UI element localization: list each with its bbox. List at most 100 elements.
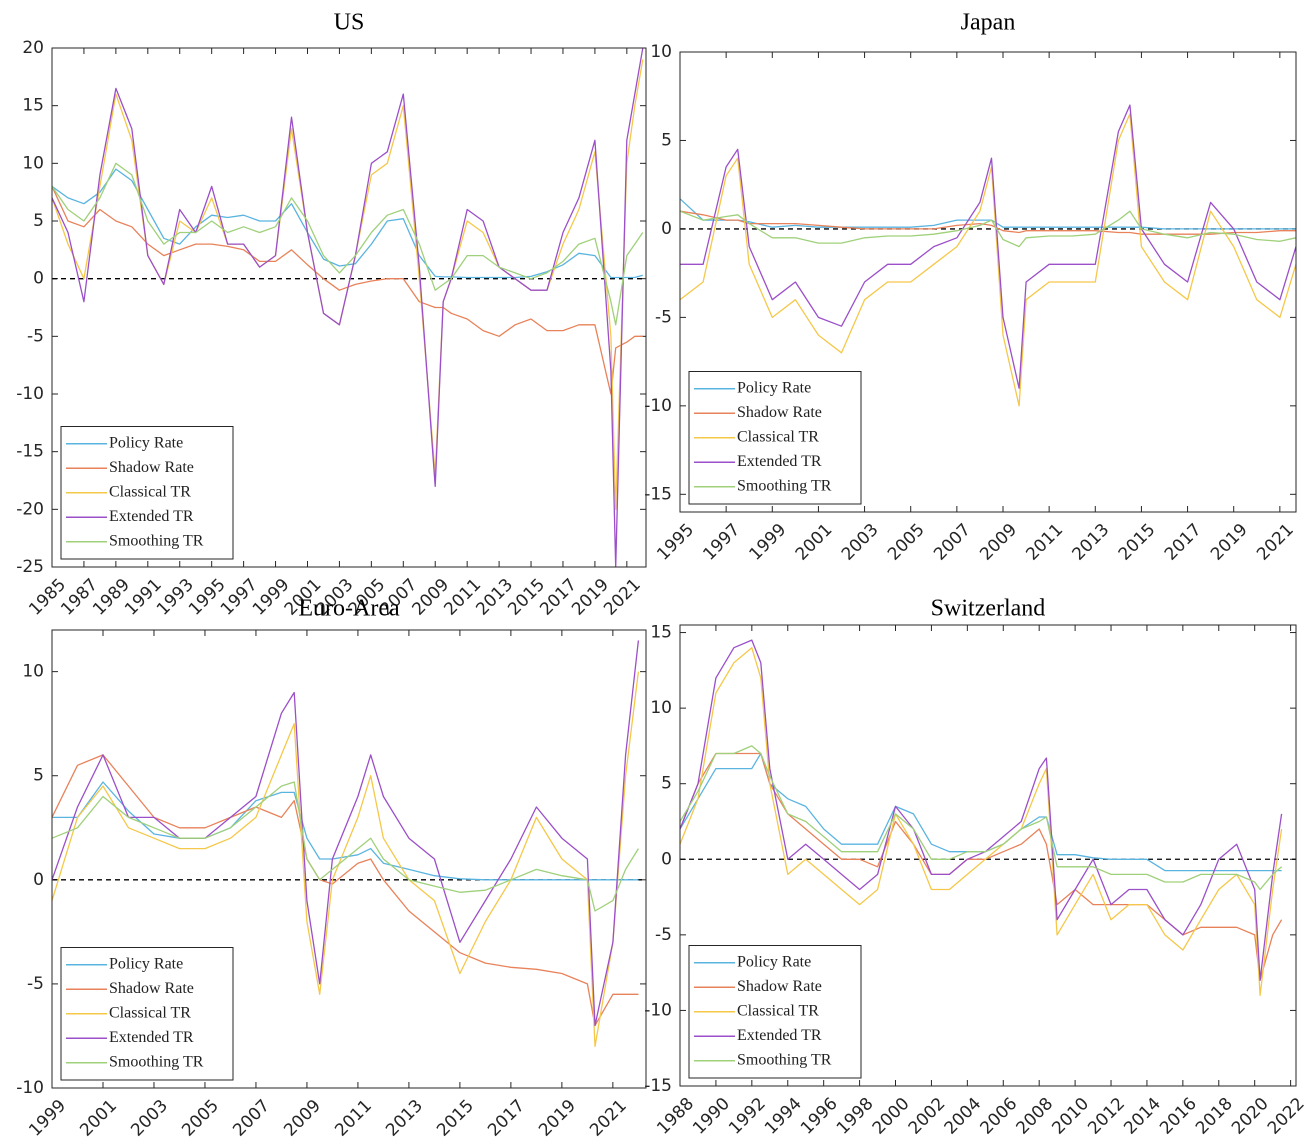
- x-tick-label: 1995: [653, 520, 698, 565]
- x-tick-label: 2007: [229, 1096, 274, 1141]
- x-tick-label: 2003: [127, 1096, 172, 1141]
- legend-label: Classical TR: [737, 1002, 819, 1019]
- y-tick-label: -5: [27, 974, 44, 994]
- panel-title: Switzerland: [931, 596, 1046, 622]
- x-tick-label: 2005: [884, 520, 929, 565]
- series-line: [52, 781, 639, 912]
- x-tick-label: 2003: [838, 520, 883, 565]
- legend-label: Policy Rate: [737, 953, 811, 970]
- x-tick-label: 2010: [1048, 1094, 1093, 1139]
- y-tick-label: 0: [33, 269, 44, 289]
- legend-label: Smoothing TR: [109, 1053, 204, 1070]
- x-tick-label: 1992: [725, 1094, 770, 1139]
- x-tick-label: 2021: [586, 1096, 631, 1141]
- y-tick-label: -5: [27, 326, 44, 346]
- x-tick-label: 2011: [331, 1096, 376, 1141]
- x-tick-label: 2011: [1022, 520, 1067, 565]
- series-line: [52, 781, 639, 881]
- legend-label: Extended TR: [109, 1029, 194, 1046]
- series-line: [52, 671, 640, 1048]
- y-tick-label: 5: [33, 766, 44, 786]
- legend-label: Shadow Rate: [109, 980, 194, 997]
- x-tick-label: 2000: [869, 1094, 914, 1139]
- plot-frame: [679, 51, 1297, 513]
- y-tick-label: 0: [661, 219, 672, 239]
- x-tick-label: 2020: [1228, 1094, 1273, 1139]
- x-tick-label: 2013: [1069, 520, 1114, 565]
- x-tick-label: 1990: [689, 1094, 734, 1139]
- legend: Policy Rate Shadow Rate Classical TR Extend…: [60, 426, 234, 560]
- legend-label: Smoothing TR: [109, 532, 204, 549]
- y-tick-label: -10: [16, 384, 44, 404]
- y-tick-label: -15: [644, 1076, 672, 1096]
- x-tick-label: 1994: [761, 1094, 806, 1139]
- x-tick-label: 2021: [1253, 520, 1298, 565]
- y-tick-label: -20: [16, 499, 44, 519]
- legend-label: Classical TR: [737, 428, 819, 445]
- x-tick-label: 2009: [976, 520, 1021, 565]
- x-tick-label: 2015: [433, 1096, 478, 1141]
- legend-label: Smoothing TR: [737, 477, 832, 494]
- y-tick-label: 5: [661, 774, 672, 794]
- panel-title: Euro-Area: [298, 596, 400, 622]
- series-line: [680, 198, 1296, 230]
- series-line: [52, 162, 644, 326]
- x-tick-label: 2005: [178, 1096, 223, 1141]
- y-tick-label: 0: [661, 849, 672, 869]
- legend-label: Policy Rate: [109, 434, 183, 451]
- x-tick-label: 2015: [1115, 520, 1160, 565]
- y-tick-label: -5: [655, 307, 672, 327]
- series-line: [680, 745, 1283, 891]
- plot-frame: [51, 629, 647, 1089]
- y-tick-label: 10: [22, 153, 44, 173]
- x-tick-label: 1999: [746, 520, 791, 565]
- plot-frame: [51, 47, 647, 568]
- y-tick-label: -5: [655, 925, 672, 945]
- x-tick-label: 1999: [25, 1096, 70, 1141]
- series-line: [680, 210, 1296, 248]
- panel: US-25-20-15-10-5051015201985198719891991…: [16, 10, 647, 620]
- series-line: [52, 168, 643, 279]
- series-line: [680, 647, 1283, 996]
- series-line: [680, 752, 1283, 981]
- x-tick-label: 2009: [280, 1096, 325, 1141]
- x-tick-label: 2022: [1264, 1094, 1309, 1139]
- series-group: [52, 48, 646, 567]
- y-tick-label: -10: [644, 396, 672, 416]
- panel-title: US: [334, 10, 365, 36]
- y-tick-label: 20: [22, 38, 44, 58]
- legend-label: Smoothing TR: [737, 1051, 832, 1068]
- series-line: [52, 640, 640, 1027]
- y-tick-label: 15: [650, 623, 672, 643]
- series-line: [680, 210, 1296, 235]
- legend-label: Shadow Rate: [737, 404, 822, 421]
- x-tick-label: 2008: [1012, 1094, 1057, 1139]
- x-tick-label: 1996: [797, 1094, 842, 1139]
- series-group: [680, 639, 1296, 996]
- y-tick-label: -10: [16, 1078, 44, 1098]
- legend: Policy Rate Shadow Rate Classical TR Extend…: [60, 947, 234, 1081]
- series-line: [680, 113, 1296, 407]
- y-tick-label: 10: [650, 42, 672, 62]
- x-tick-label: 1988: [653, 1094, 698, 1139]
- legend-label: Classical TR: [109, 483, 191, 500]
- x-tick-label: 2017: [484, 1096, 529, 1141]
- legend-label: Policy Rate: [109, 955, 183, 972]
- x-tick-label: 2017: [1161, 520, 1206, 565]
- legend-label: Shadow Rate: [109, 459, 194, 476]
- y-tick-label: -15: [644, 484, 672, 504]
- legend-label: Extended TR: [737, 453, 822, 470]
- y-tick-label: 10: [650, 698, 672, 718]
- series-line: [52, 48, 644, 567]
- x-tick-label: 2007: [930, 520, 975, 565]
- x-tick-label: 2006: [977, 1094, 1022, 1139]
- x-tick-label: 2014: [1120, 1094, 1165, 1139]
- legend-label: Shadow Rate: [737, 978, 822, 995]
- y-tick-label: 15: [22, 96, 44, 116]
- x-tick-label: 2019: [535, 1096, 580, 1141]
- y-tick-label: 0: [33, 870, 44, 890]
- x-tick-label: 2019: [1207, 520, 1252, 565]
- legend: Policy Rate Shadow Rate Classical TR Extend…: [688, 945, 862, 1079]
